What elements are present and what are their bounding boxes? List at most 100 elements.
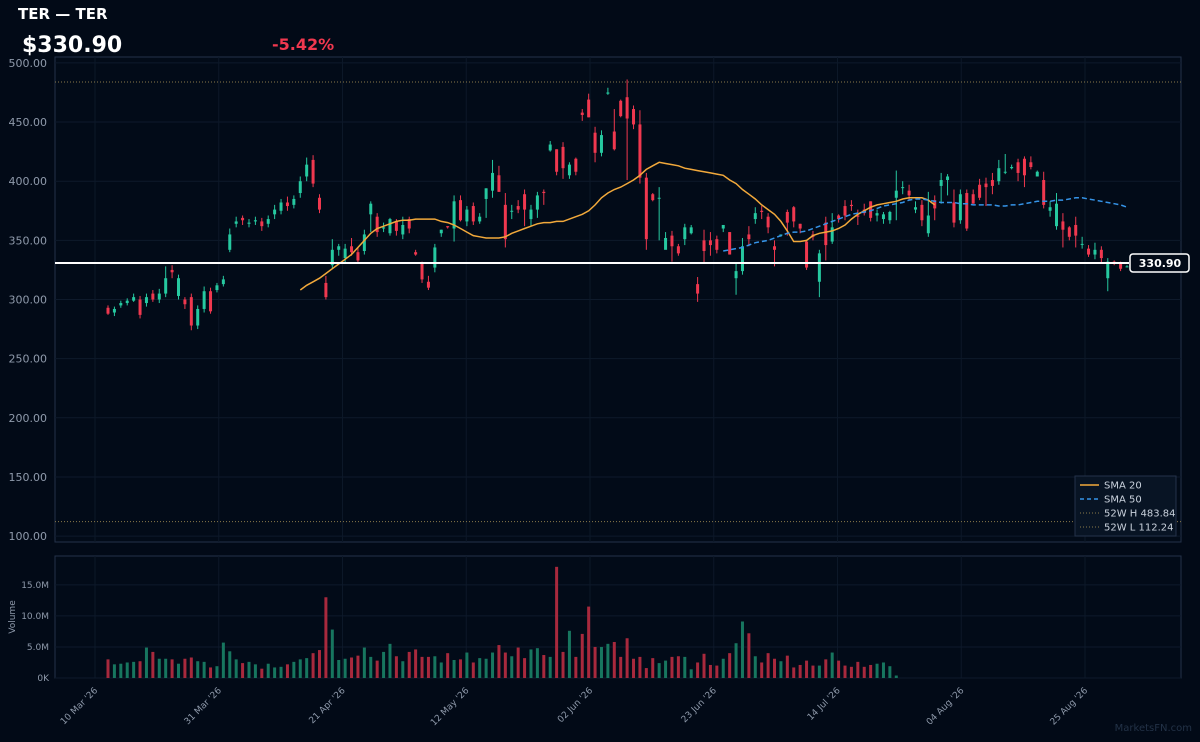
last-price-box <box>1129 253 1190 273</box>
candle-body <box>817 253 821 282</box>
candle-body <box>151 293 155 300</box>
x-tick-label: 14 Jul '26 <box>806 686 843 723</box>
candle-body <box>561 146 565 169</box>
volume-bar <box>516 647 520 678</box>
candle-body <box>574 158 578 172</box>
candle-body <box>484 188 488 199</box>
candle-body <box>1125 266 1129 268</box>
volume-bar <box>369 656 373 678</box>
volume-bar <box>683 656 687 678</box>
candle-body <box>458 200 462 221</box>
volume-bar <box>561 651 565 678</box>
volume-bar <box>747 633 751 678</box>
volume-bar <box>215 666 219 678</box>
candle-body <box>350 246 354 253</box>
candle-body <box>317 197 321 210</box>
volume-panel <box>54 555 1182 679</box>
volume-bar <box>317 650 321 678</box>
volume-bar <box>144 647 148 678</box>
volume-bar <box>734 643 738 678</box>
candle-body <box>696 284 700 294</box>
candle-body <box>740 246 744 272</box>
volume-bar <box>798 664 802 678</box>
y-tick-label: 300.00 <box>9 294 48 307</box>
candle-body <box>305 164 309 177</box>
candle-body <box>471 206 475 222</box>
volume-bar <box>330 629 334 678</box>
candle-body <box>273 209 277 215</box>
candle-body <box>394 221 398 231</box>
volume-bar <box>356 655 360 678</box>
volume-bar <box>234 659 238 678</box>
volume-bar <box>619 656 623 678</box>
volume-bar <box>414 649 418 678</box>
candle-body <box>215 285 219 291</box>
candle-body <box>593 132 597 153</box>
candle-body <box>189 297 193 326</box>
candle-body <box>369 203 373 215</box>
candle-body <box>529 209 533 220</box>
candle-body <box>1106 261 1110 279</box>
candle-body <box>702 240 706 251</box>
price-change: -5.42% <box>272 35 335 54</box>
candle-body <box>1042 180 1046 205</box>
volume-bar <box>176 663 180 678</box>
candle-body <box>625 97 629 119</box>
candle-body <box>164 278 168 294</box>
candle-body <box>132 297 136 301</box>
volume-bar <box>529 649 533 678</box>
volume-bar <box>785 655 789 678</box>
volume-bar <box>670 656 674 678</box>
volume-bar <box>580 633 584 678</box>
volume-bar <box>151 651 155 678</box>
volume-bar <box>664 660 668 678</box>
candle-body <box>324 282 328 298</box>
candle-body <box>849 204 853 207</box>
candle-body <box>606 92 610 94</box>
volume-bar <box>106 659 110 678</box>
volume-bar <box>132 661 136 678</box>
candle-body <box>734 271 738 279</box>
volume-bar <box>228 651 232 678</box>
volume-bar <box>119 663 123 678</box>
volume-bar <box>279 666 283 678</box>
volume-bar <box>375 660 379 678</box>
volume-bar <box>862 666 866 678</box>
volume-bar <box>773 658 777 678</box>
candle-body <box>510 210 514 212</box>
volume-bar <box>324 597 328 678</box>
volume-bar <box>638 656 642 678</box>
volume-bar <box>696 662 700 678</box>
candle-body <box>856 215 860 217</box>
candle-body <box>125 300 129 304</box>
x-tick-label: 04 Aug '26 <box>925 686 967 728</box>
volume-bar <box>574 656 578 678</box>
candle-body <box>587 99 591 118</box>
candle-body <box>567 164 571 176</box>
volume-bar <box>542 655 546 678</box>
volume-bar <box>382 651 386 678</box>
x-tick-label: 25 Aug '26 <box>1049 686 1091 728</box>
candle-body <box>1029 162 1033 168</box>
volume-bar <box>260 668 264 678</box>
candle-body <box>644 177 648 240</box>
current-price: $330.90 <box>22 33 123 58</box>
volume-bar <box>830 652 834 678</box>
volume-bar <box>651 658 655 678</box>
candle-body <box>657 197 661 199</box>
candle-body <box>253 220 257 222</box>
candle-body <box>234 221 238 224</box>
candle-body <box>952 202 956 223</box>
candle-body <box>760 210 764 212</box>
candle-body <box>914 207 918 210</box>
candle-body <box>241 217 245 221</box>
volume-bar <box>253 664 257 678</box>
volume-bar <box>523 658 527 678</box>
candle-body <box>119 303 123 306</box>
candle-body <box>337 246 341 250</box>
candle-body <box>676 246 680 254</box>
candle-body <box>901 187 905 189</box>
candle-body <box>228 234 232 250</box>
volume-bar <box>715 665 719 678</box>
volume-bar <box>183 658 187 678</box>
